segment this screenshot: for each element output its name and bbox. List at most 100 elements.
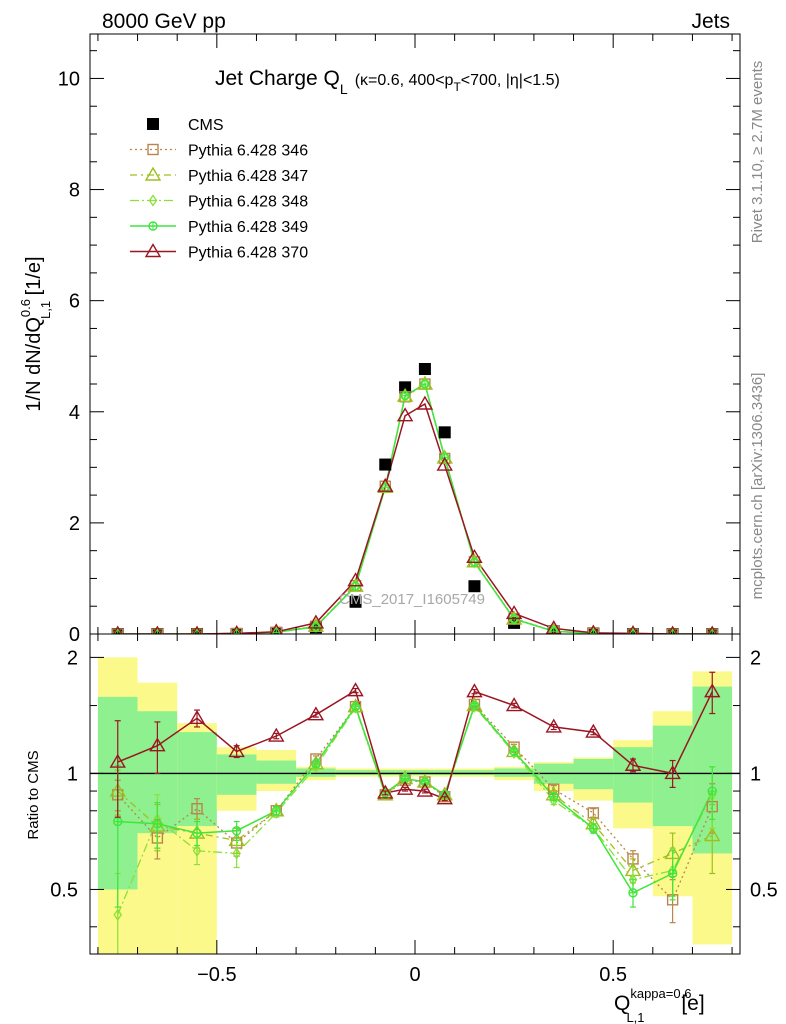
ratio-point-p348-13: [549, 794, 559, 807]
legend-marker-p347: [144, 166, 162, 181]
ratio-point-p370-14: [585, 723, 602, 738]
ratio-point-p370-7: [377, 784, 394, 799]
main-y-tick-label-3: 6: [69, 291, 80, 313]
x-axis-label: Qkappa=0.6 L,1 [e]: [614, 986, 705, 1024]
point-p348-15: [628, 627, 638, 634]
ratio-band-inner-14: [573, 758, 614, 790]
point-p370-12: [505, 605, 523, 620]
point-p370-11: [466, 548, 483, 564]
ratio-point-p370-0: [109, 753, 126, 768]
ratio-point-p370-9: [416, 782, 434, 797]
rivet-version-label: Rivet 3.1.10, ≥ 2.7M events: [749, 61, 766, 244]
point-p348-10: [440, 451, 450, 464]
point-p370-15: [627, 625, 639, 634]
legend-marker-p348: [148, 194, 158, 207]
point-p370-5: [307, 614, 325, 629]
point-p370-13: [545, 620, 562, 634]
point-p370-4: [270, 623, 283, 634]
ratio-point-p370-2: [188, 709, 206, 724]
point-p370-1: [152, 625, 163, 634]
legend: CMS Pythia 6.428 346 Pythia 6.428 347 Pythi…: [130, 117, 308, 262]
ratio-y-axis-label: Ratio to CMS: [25, 750, 42, 839]
ratio-band-inner-12: [494, 768, 534, 777]
legend-marker-cms: [147, 118, 159, 130]
ratio-line-p348: [117, 705, 713, 915]
chart-title: Jet Charge QL (κ=0.6, 400<pT<700, |η|<1.5…: [215, 67, 560, 97]
ratio-band-inner-6: [335, 770, 376, 776]
header-process-label: Jets: [691, 10, 730, 33]
ratio-y-tick-label-left-1: 1: [67, 763, 78, 785]
ratio-point-p370-8: [396, 780, 414, 795]
main-y-tick-label-5: 10: [58, 68, 80, 90]
ratio-point-p348-5: [311, 760, 321, 773]
legend-label-p346: Pythia 6.428 346: [188, 143, 308, 160]
ratio-panel: 0.5 0.5 1 1 2 2 −0.5 0 0.5: [50, 633, 778, 986]
point-p370-7: [377, 477, 394, 492]
point-p370-2: [192, 625, 202, 634]
ratio-y-tick-label-left-2: 2: [67, 647, 78, 669]
ratio-point-p370-11: [466, 683, 483, 698]
point-cms-8: [399, 381, 412, 394]
ratio-band-inner-9: [415, 770, 435, 776]
point-cms-11: [468, 580, 481, 593]
legend-label-p348: Pythia 6.428 348: [188, 194, 308, 211]
point-p348-11: [470, 556, 479, 569]
point-p370-16: [667, 625, 678, 634]
ratio-y-tick-label-right-2: 2: [750, 647, 761, 669]
main-y-tick-label-4: 8: [69, 180, 80, 202]
point-p348-5: [311, 620, 321, 633]
point-cms-6: [349, 595, 362, 608]
point-p370-10: [436, 456, 453, 471]
point-p348-7: [380, 481, 390, 494]
point-p370-14: [587, 624, 599, 634]
point-p370-9: [416, 395, 434, 410]
mcplots-source-label: mcplots.cern.ch [arXiv:1306.3436]: [749, 373, 766, 600]
ratio-band-inner-4: [256, 760, 297, 784]
ratio-point-p370-1: [149, 737, 166, 752]
legend-label-cms: CMS: [188, 117, 224, 134]
ratio-point-p348-0: [113, 908, 123, 921]
point-p348-9: [420, 377, 430, 391]
ratio-point-p348-6: [351, 701, 360, 714]
point-p348-6: [351, 580, 360, 593]
ratio-point-p347-17: [704, 827, 721, 842]
point-p348-13: [549, 625, 559, 634]
point-cms-9: [418, 363, 431, 375]
point-p348-14: [589, 627, 598, 634]
point-p370-17: [707, 625, 718, 634]
ratio-point-p370-15: [624, 756, 642, 771]
main-y-tick-label-0: 0: [69, 624, 80, 646]
ratio-point-p370-16: [664, 765, 681, 780]
ratio-line-p349: [117, 704, 713, 894]
legend-label-p370: Pythia 6.428 370: [188, 245, 308, 262]
point-p370-0: [112, 625, 123, 634]
point-p348-12: [509, 612, 519, 626]
point-cms-10: [438, 426, 451, 439]
ratio-point-p370-13: [545, 718, 562, 733]
ratio-point-p348-2: [192, 844, 202, 857]
ratio-band-inner-10: [434, 770, 455, 776]
point-p348-4: [271, 626, 281, 634]
point-p370-8: [396, 407, 414, 422]
ratio-y-tick-label-right-1: 1: [750, 763, 761, 785]
ratio-point-p370-4: [268, 727, 285, 742]
x-tick-label-2: 0.5: [599, 964, 627, 986]
ratio-band-inner-3: [216, 754, 257, 795]
header-energy-label: 8000 GeV pp: [102, 10, 226, 33]
ratio-y-tick-label-right-0: 0.5: [750, 879, 778, 901]
main-y-tick-label-2: 4: [69, 402, 80, 424]
point-p370-6: [347, 572, 364, 587]
legend-marker-p370: [144, 243, 162, 258]
ratio-point-p370-6: [347, 682, 364, 697]
ratio-point-p348-11: [470, 700, 479, 713]
ratio-point-p348-3: [232, 847, 241, 860]
analysis-watermark: CMS_2017_I1605749: [339, 591, 485, 608]
point-p370-3: [231, 625, 242, 634]
main-y-tick-label-1: 2: [69, 513, 80, 535]
ratio-point-p370-5: [307, 706, 325, 721]
ratio-point-p370-12: [505, 697, 523, 712]
ratio-point-p370-3: [228, 743, 245, 758]
ratio-band-inner-11: [454, 770, 495, 776]
ratio-band-inner-15: [613, 747, 653, 803]
